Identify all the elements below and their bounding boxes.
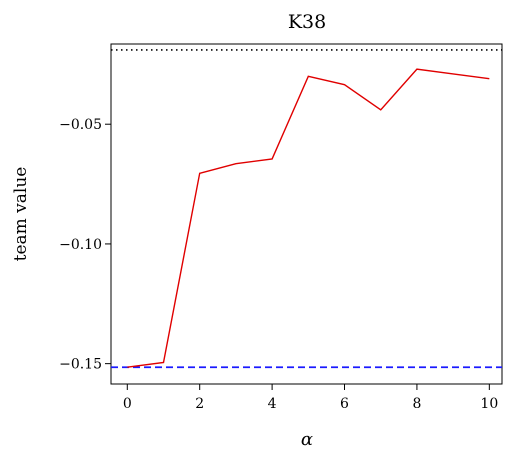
y-tick-label: −0.10 (59, 237, 102, 253)
plot-frame (110, 43, 503, 385)
chart-title: K38 (288, 11, 326, 33)
x-tick-label: 2 (195, 396, 204, 412)
x-axis: 0 2 4 6 8 10 (123, 384, 498, 412)
series-line-0 (127, 68, 490, 368)
x-tick-label: 8 (412, 396, 421, 412)
x-tick-label: 0 (123, 396, 132, 412)
x-axis-label: α (301, 429, 313, 450)
x-tick-label: 6 (340, 396, 349, 412)
y-tick-label: −0.15 (59, 357, 102, 373)
x-tick-label: 10 (480, 396, 498, 412)
y-axis: −0.15 −0.10 −0.05 (59, 117, 111, 373)
reference-lines (111, 49, 502, 369)
x-tick-label: 4 (268, 396, 277, 412)
y-axis-label: team value (11, 167, 31, 262)
series-layer (127, 68, 490, 368)
y-tick-label: −0.05 (59, 117, 102, 133)
